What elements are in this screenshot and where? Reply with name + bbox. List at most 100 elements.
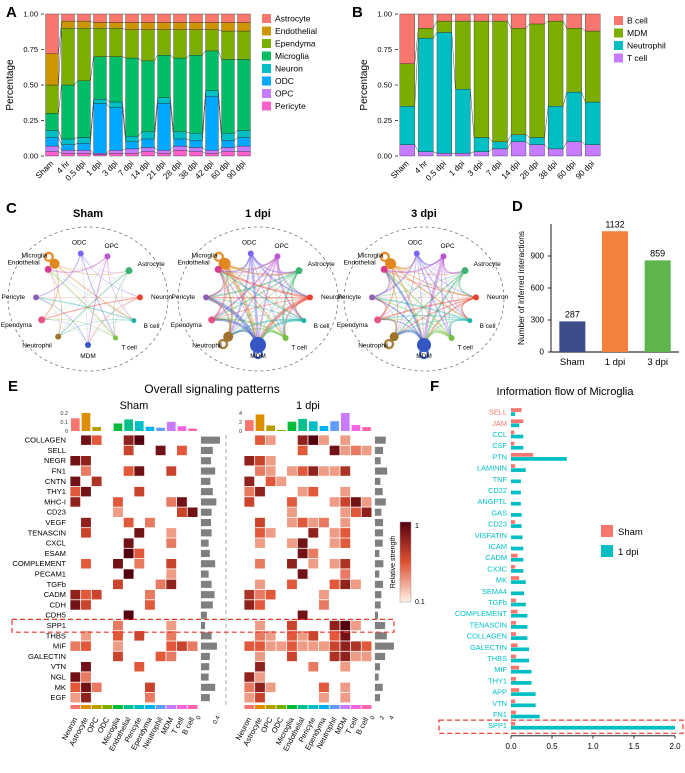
- network-edge: [41, 296, 141, 321]
- row-sum-bar: [200, 694, 210, 702]
- heatmap-subtitle: Sham: [120, 400, 149, 412]
- network-edge: [35, 297, 89, 346]
- network-edge: [107, 256, 135, 321]
- node-label: Endothelial: [344, 259, 377, 266]
- network-edge: [284, 296, 311, 339]
- stack-segment: [205, 29, 219, 52]
- flow-connector: [562, 141, 567, 150]
- network-node: [274, 253, 281, 260]
- stack-segment: [455, 152, 471, 157]
- stack-segment: [141, 151, 155, 157]
- network-edge: [442, 256, 466, 274]
- stack-segment: [125, 141, 139, 150]
- stack-segment: [529, 13, 545, 25]
- column-sum-bar: [134, 421, 144, 431]
- heatmap-cell: [319, 641, 329, 651]
- heatmap-cell: [145, 517, 155, 528]
- network-edge: [448, 270, 466, 339]
- row-sum-bar: [200, 436, 220, 444]
- network-edge: [211, 270, 300, 321]
- column-sum-bar: [298, 418, 307, 431]
- stack-segment: [125, 13, 139, 23]
- network-edge: [87, 320, 134, 346]
- node-label: ODC: [242, 240, 257, 247]
- flow-connector: [74, 142, 78, 145]
- heatmap-cell: [81, 641, 91, 651]
- node-label: Microglia: [357, 252, 383, 259]
- heatmap-cell: [177, 445, 187, 456]
- column-color-strip: [329, 705, 340, 709]
- node-label: T cell: [457, 344, 473, 351]
- network-edge: [217, 268, 233, 337]
- heatmap-cell: [70, 682, 81, 693]
- row-sum-bar: [374, 694, 381, 702]
- network-edge: [377, 296, 477, 321]
- row-label: SPP1: [47, 621, 66, 630]
- mini-axis-tick: 0: [239, 429, 242, 435]
- network-edge: [35, 297, 60, 337]
- heatmap-cell: [81, 589, 91, 600]
- heatmap-cell: [255, 517, 265, 528]
- stack-segment: [221, 13, 235, 23]
- pathway-label: VTN: [492, 699, 507, 708]
- column-color-strip: [134, 705, 145, 709]
- panel-label-c: C: [6, 200, 17, 217]
- row-label: MHC-I: [44, 497, 66, 506]
- heatmap-cell: [134, 662, 145, 672]
- stack-segment: [566, 28, 582, 93]
- network-node: [385, 258, 397, 270]
- x-tick-label: 3 dpi: [100, 159, 119, 178]
- self-loop: [213, 251, 224, 263]
- flow-connector: [544, 20, 549, 25]
- sham-bar: [511, 598, 516, 603]
- stack-segment: [109, 107, 123, 151]
- heatmap-cell: [123, 548, 134, 559]
- stack-segment: [237, 145, 251, 152]
- node-label: OPC: [105, 243, 119, 250]
- stack-segment: [189, 147, 203, 152]
- heatmap-cell: [340, 507, 351, 517]
- column-color-strip: [297, 705, 308, 709]
- legend-swatch: [601, 545, 613, 557]
- network-edge: [58, 319, 134, 337]
- heatmap-cell: [351, 579, 361, 590]
- heatmap-cell: [255, 589, 265, 600]
- network-edge: [227, 255, 279, 338]
- network-edge: [283, 319, 304, 339]
- network-edge: [205, 253, 252, 298]
- heatmap-cell: [255, 662, 265, 672]
- row-sum-bar: [200, 611, 207, 619]
- dpi1-bar: [511, 681, 532, 685]
- network-edge: [114, 297, 141, 339]
- row-sum-bar: [200, 446, 213, 454]
- legend-swatch: [614, 41, 623, 50]
- network-edge: [377, 263, 396, 321]
- row-sum-bar: [200, 549, 210, 557]
- network-edge: [416, 253, 477, 298]
- stack-segment: [125, 22, 139, 30]
- network-edge: [276, 256, 305, 322]
- side-axis-tick: 0: [196, 715, 203, 721]
- node-label: Astrocyte: [138, 261, 165, 268]
- dpi1-bar: [511, 580, 526, 584]
- stack-segment: [45, 53, 59, 86]
- column-color-strip: [166, 705, 177, 709]
- network-edge: [112, 270, 130, 339]
- network-title: Sham: [73, 208, 103, 220]
- heatmap-cell: [308, 548, 319, 559]
- network-edge: [217, 269, 286, 339]
- stack-segment: [473, 151, 490, 157]
- network-edge: [224, 263, 234, 337]
- stack-segment: [173, 131, 187, 140]
- heatmap-cell: [329, 641, 340, 651]
- network-edge: [377, 256, 444, 321]
- count-bar: [602, 231, 628, 352]
- row-sum-bar: [200, 652, 210, 660]
- flow-connector: [186, 54, 190, 59]
- stack-segment: [492, 13, 508, 22]
- legend-label: 1 dpi: [618, 547, 639, 558]
- stack-segment: [45, 113, 59, 131]
- heatmap-cell: [113, 559, 123, 569]
- heatmap-cell: [113, 507, 123, 517]
- network-edge: [384, 269, 477, 298]
